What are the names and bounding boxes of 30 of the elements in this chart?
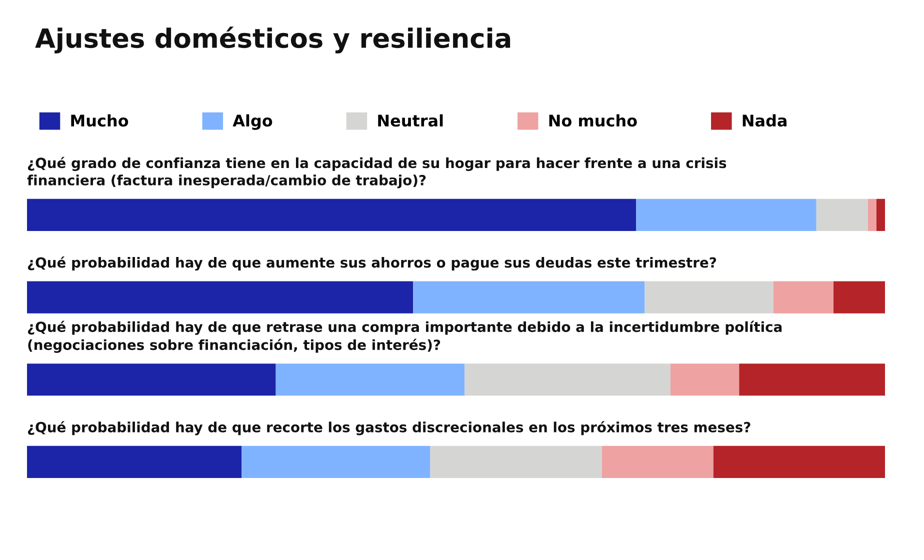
- bar: [834, 281, 885, 314]
- bar: [636, 198, 816, 232]
- chart-title: Ajustes domésticos y resiliencia: [35, 26, 510, 54]
- bar: [816, 198, 868, 232]
- legend-label: No mucho: [549, 114, 637, 127]
- bar: [27, 364, 276, 396]
- y-tick-label: ¿Qué probabilidad hay de que retrase una compra importante debido a la incertidumbre política (negociaciones sobre financiación, tipos de interés)?: [28, 320, 782, 353]
- bar: [464, 364, 670, 396]
- bar: [27, 281, 414, 314]
- bar: [242, 446, 430, 478]
- bar: [868, 198, 876, 232]
- bar: [602, 446, 714, 478]
- bar: [27, 446, 242, 478]
- y-tick-label: ¿Qué probabilidad hay de que recorte los gastos discrecionales en los próximos tres meses?: [28, 421, 750, 436]
- bar: [713, 446, 885, 478]
- bar: [773, 281, 834, 314]
- legend-label: Mucho: [71, 114, 128, 127]
- bar: [670, 364, 740, 396]
- bar: [413, 281, 645, 314]
- y-tick-label: ¿Qué grado de confianza tiene en la capacidad de su hogar para hacer frente a una crisis financiera (factura inesperada/cambio de trabajo)?: [27, 156, 726, 188]
- bar: [27, 198, 636, 232]
- bar: [430, 446, 602, 478]
- y-tick-label: ¿Qué probabilidad hay de que aumente sus ahorros o pague sus deudas este trimestre?: [28, 256, 716, 271]
- legend-label: Algo: [232, 114, 272, 130]
- bar: [276, 364, 465, 396]
- legend-label: Neutral: [378, 114, 443, 127]
- legend-label: Nada: [742, 114, 786, 127]
- bar: [739, 364, 885, 396]
- bar: [876, 198, 885, 232]
- bar: [644, 281, 774, 314]
